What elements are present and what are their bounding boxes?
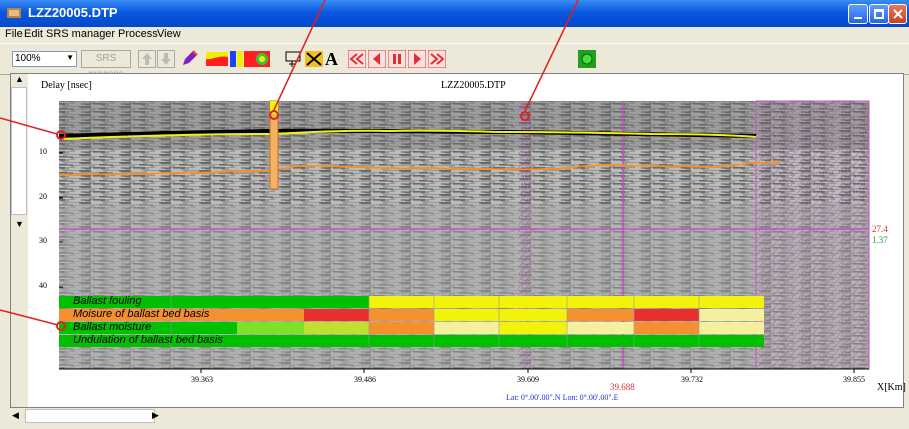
srs-process-button[interactable]: SRS process	[81, 50, 131, 80]
layer-color-icon[interactable]	[206, 50, 228, 68]
x-tick-label: 39.363	[191, 375, 213, 384]
x-tick-label: 39.732	[681, 375, 703, 384]
cross-marker-icon[interactable]	[304, 50, 324, 68]
layer-line-yellow	[58, 129, 757, 140]
zoom-value: 100%	[15, 53, 41, 64]
lat-lon-readout: Lat: 0°.00'.00".N Lon: 0°.00'.00".E	[506, 393, 619, 402]
y-tick-label: 10	[39, 147, 47, 156]
horizontal-scrollbar[interactable]: ◀ ▶	[10, 408, 904, 425]
hatched-region	[756, 101, 869, 369]
x-axis-label: X[Km]	[877, 382, 906, 393]
condition-bars	[59, 296, 764, 347]
scroll-down-icon[interactable]: ▼	[15, 219, 24, 229]
close-button[interactable]	[888, 4, 907, 24]
columns-color-icon[interactable]	[230, 50, 250, 68]
pause-icon[interactable]	[387, 49, 407, 69]
globe-icon[interactable]	[250, 50, 270, 68]
menu-edit[interactable]: Edit	[24, 28, 43, 40]
h-scroll-thumb[interactable]	[25, 409, 155, 423]
plot-title: LZZ20005.DTP	[441, 80, 506, 91]
minimize-button[interactable]	[848, 4, 868, 24]
callout-marker	[269, 110, 279, 120]
callout-marker	[56, 321, 66, 331]
y-tick-label: 20	[39, 192, 47, 201]
pencil-icon[interactable]	[180, 50, 198, 68]
cursor-y-readout: 27.4	[872, 224, 888, 234]
menu-view[interactable]: View	[157, 28, 181, 40]
bar-label-undulation: Undulation of ballast bed basis	[73, 334, 223, 346]
y-axis-label: Delay [nsec]	[41, 80, 92, 91]
record-icon[interactable]	[578, 50, 596, 68]
fast-forward-icon[interactable]	[427, 49, 447, 69]
rewind-icon[interactable]	[347, 49, 367, 69]
title-bar[interactable]: LZZ20005.DTP	[0, 0, 909, 27]
radar-view[interactable]: ▲ ▼ Delay [nsec] LZZ20005.DTP	[10, 73, 906, 408]
toolbar	[0, 43, 909, 75]
callout-marker	[56, 130, 66, 140]
scroll-right-icon[interactable]: ▶	[152, 410, 159, 420]
play-icon[interactable]	[407, 49, 427, 69]
maximize-icon	[874, 9, 884, 19]
menu-srs-manager[interactable]: SRS manager	[46, 28, 116, 40]
zoom-select[interactable]: 100% ▼	[12, 51, 77, 67]
menu-process[interactable]: Process	[118, 28, 158, 40]
window-title: LZZ20005.DTP	[28, 5, 118, 20]
close-icon	[893, 9, 903, 19]
scroll-up-icon[interactable]: ▲	[15, 74, 24, 84]
bar-label-ballast-moisture: Ballast moisture	[73, 321, 152, 333]
x-tick-label: 39.486	[354, 375, 376, 384]
callout-marker	[520, 111, 530, 121]
radargram-svg	[58, 100, 870, 373]
app-icon	[7, 8, 21, 18]
scroll-left-icon[interactable]: ◀	[12, 410, 19, 420]
chevron-down-icon: ▼	[66, 53, 74, 62]
menu-bar: File Edit SRS manager Process View	[0, 27, 909, 43]
bar-label-moisure-basis: Moisure of ballast bed basis	[73, 308, 210, 320]
bar-label-ballast-fouling: Ballast fouling	[73, 295, 142, 307]
select-region-icon[interactable]	[284, 50, 304, 68]
arrow-up-icon[interactable]	[138, 50, 156, 68]
x-tick-label: 39.609	[517, 375, 539, 384]
x-tick-label: 39.855	[843, 375, 865, 384]
cursor-x-readout: 39.688	[610, 382, 635, 392]
y-tick-label: 30	[39, 236, 47, 245]
minimize-icon	[854, 17, 862, 19]
maximize-button[interactable]	[869, 4, 889, 24]
y-tick-label: 40	[39, 281, 47, 290]
menu-file[interactable]: File	[5, 28, 23, 40]
step-back-icon[interactable]	[367, 49, 387, 69]
cursor-y-readout-2: 1.37	[872, 235, 888, 245]
arrow-down-icon[interactable]	[157, 50, 175, 68]
text-tool-icon[interactable]: A	[325, 49, 338, 69]
layer-line-orange	[58, 161, 782, 176]
